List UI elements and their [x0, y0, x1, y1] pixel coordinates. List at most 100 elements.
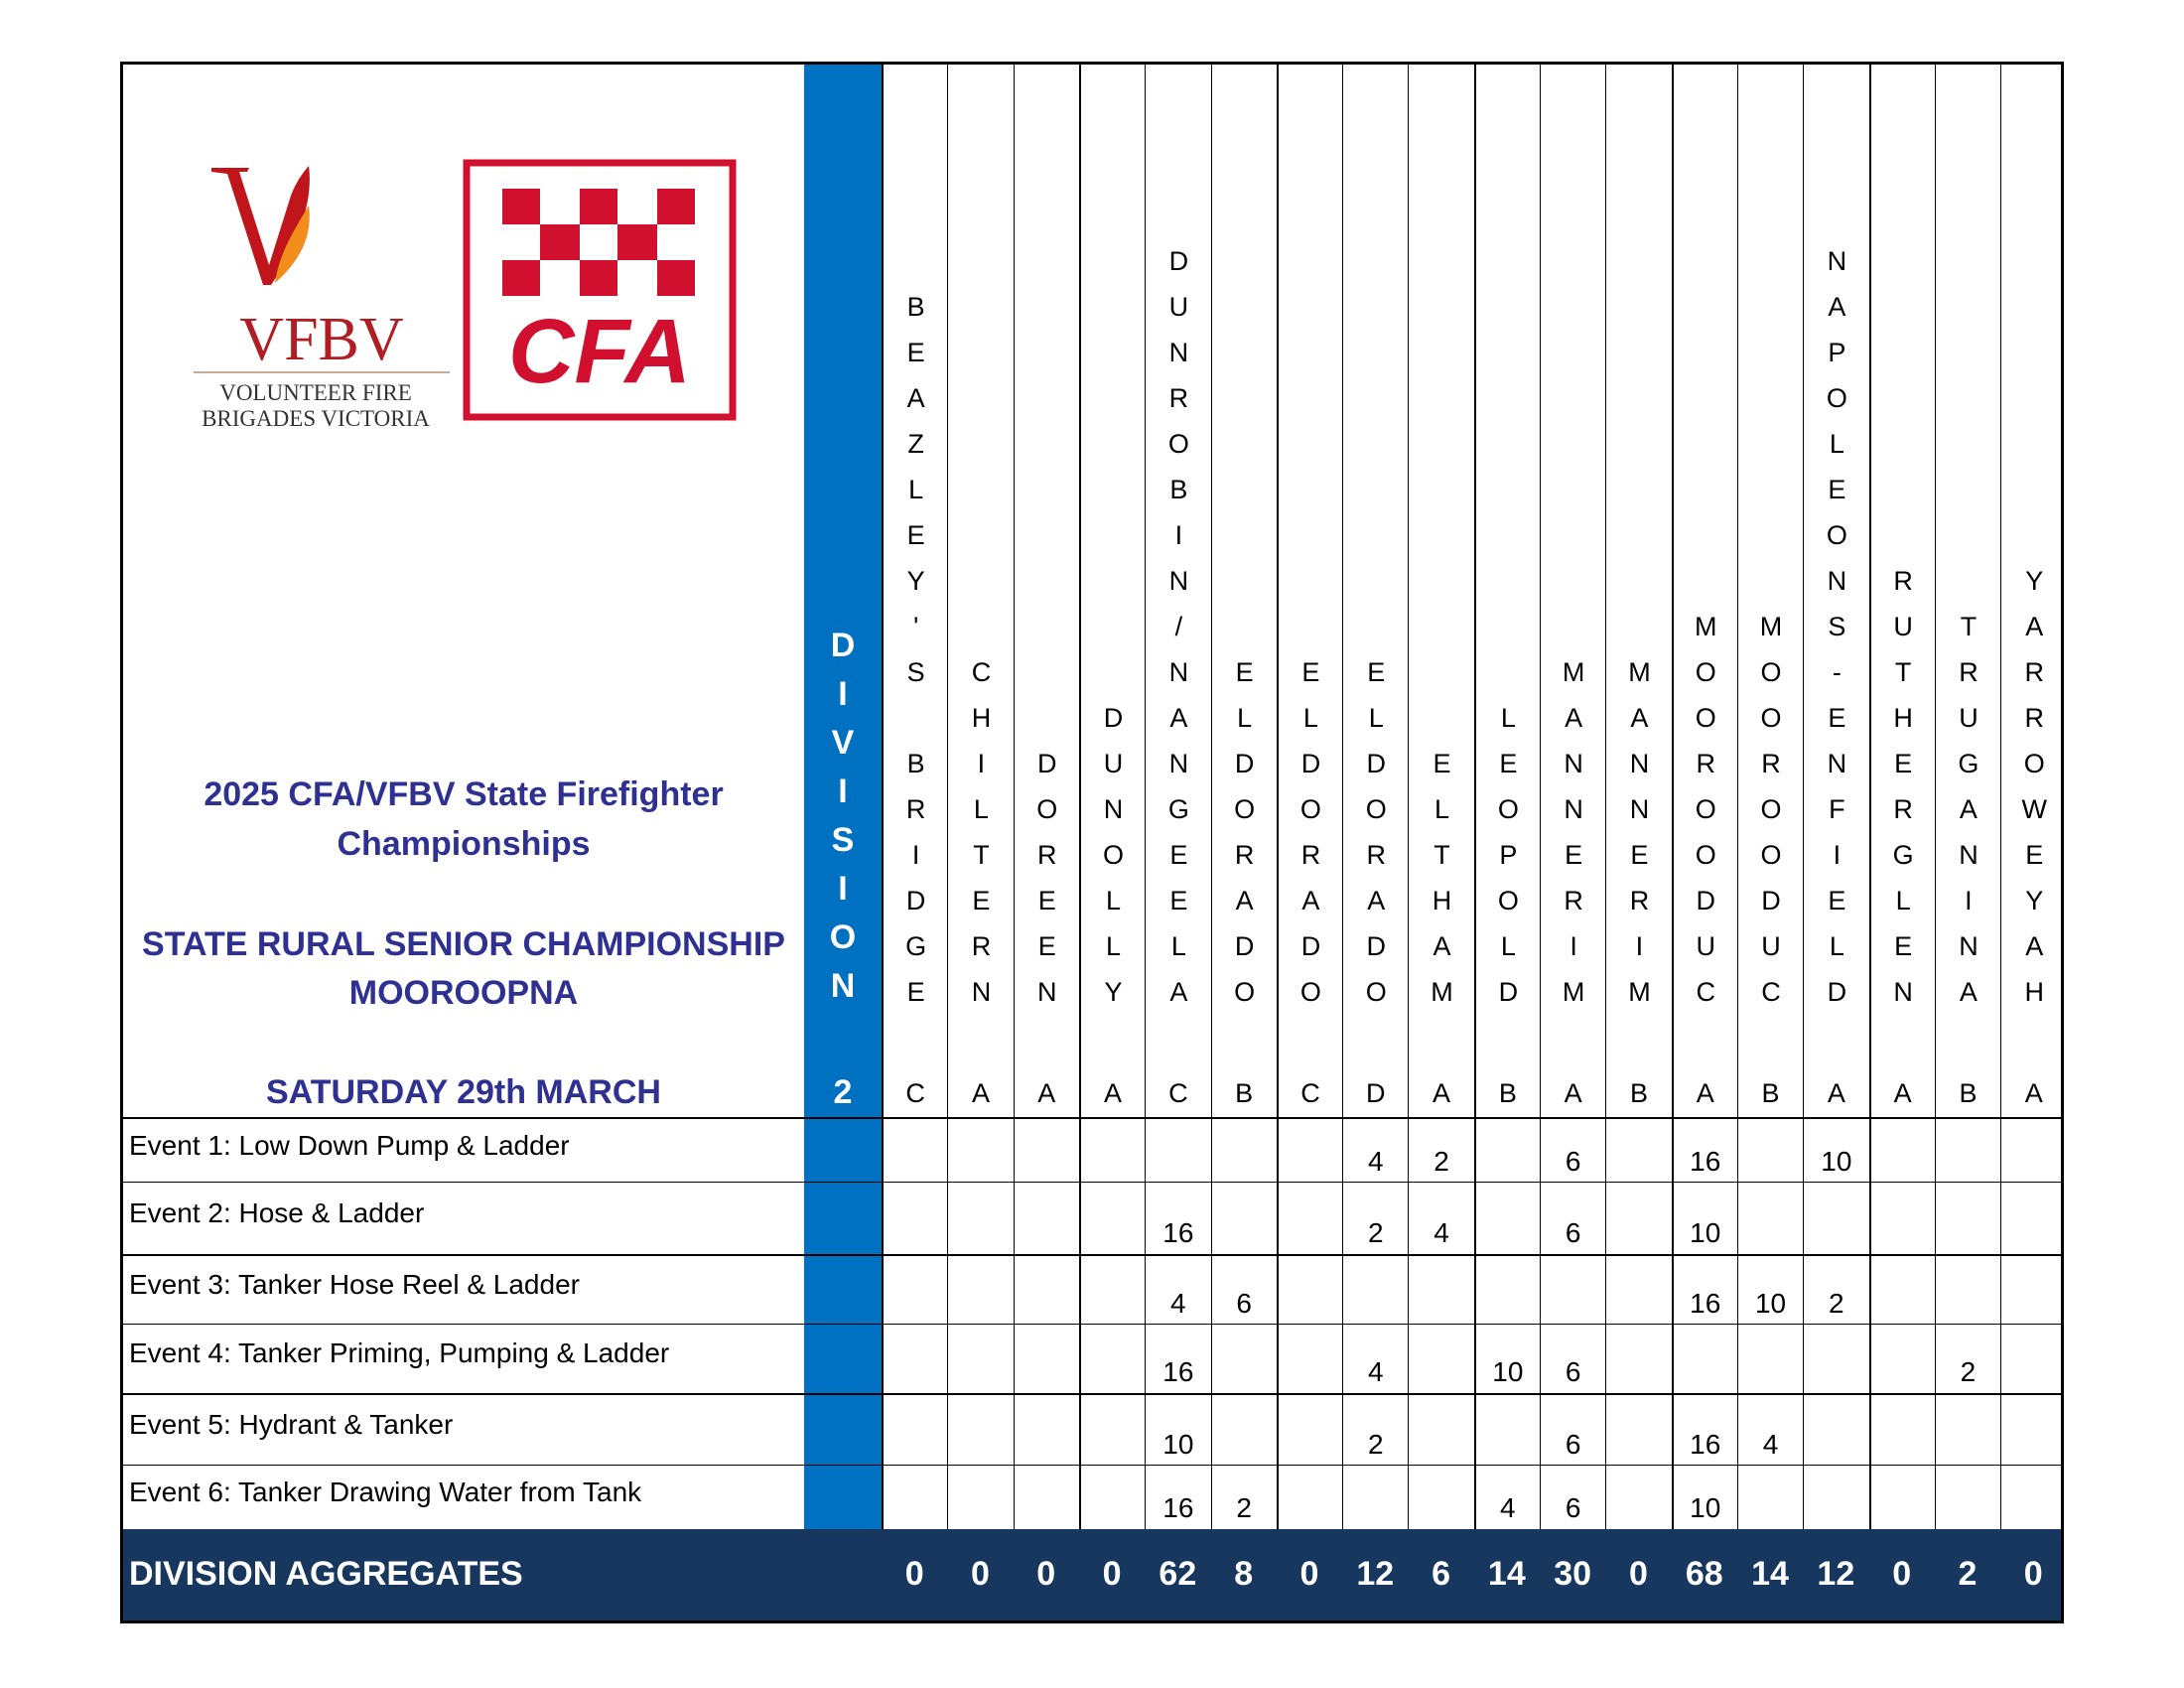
- team-class: A: [971, 1078, 990, 1108]
- score-value: 6: [1565, 1146, 1581, 1177]
- score-cell: [947, 1183, 1013, 1255]
- division-letter: O: [829, 918, 857, 956]
- team-name: ELTHAM: [1427, 749, 1457, 1023]
- score-cell: [1276, 1119, 1342, 1184]
- score-cell: [1868, 1325, 1935, 1394]
- score-cell: [947, 1466, 1013, 1530]
- score-value: 16: [1690, 1146, 1721, 1177]
- score-cell: [1605, 1395, 1671, 1467]
- score-cell: 2: [1210, 1466, 1277, 1530]
- team-class: A: [2024, 1078, 2043, 1108]
- cfa-logo: CFA: [463, 159, 737, 421]
- aggregate-value: 68: [1685, 1555, 1723, 1593]
- aggregate-value: 0: [1102, 1555, 1122, 1593]
- team-class: B: [1629, 1078, 1648, 1108]
- score-cell: 2: [1803, 1256, 1868, 1326]
- score-cell: [947, 1395, 1013, 1467]
- team-header: MOOROODUC B: [1736, 65, 1803, 1117]
- svg-text:VOLUNTEER FIRE: VOLUNTEER FIRE: [219, 380, 412, 405]
- score-value: 2: [1960, 1356, 1977, 1387]
- score-cell: [1473, 1183, 1540, 1255]
- team-class: B: [1959, 1078, 1978, 1108]
- team-name: DOREEN: [1031, 749, 1062, 1023]
- score-cell: 2: [1408, 1119, 1473, 1184]
- score-value: 16: [1162, 1492, 1194, 1523]
- team-name: MANNERIM: [1624, 657, 1655, 1023]
- score-cell: 10: [1671, 1466, 1737, 1530]
- table-row: Event 4: Tanker Priming, Pumping & Ladde…: [123, 1324, 2061, 1394]
- score-cell: [1868, 1256, 1935, 1326]
- team-header: ELDORADO D: [1342, 65, 1408, 1117]
- svg-text:VFBV: VFBV: [239, 306, 404, 373]
- score-cell: 6: [1540, 1466, 1605, 1530]
- score-value: 4: [1762, 1429, 1779, 1460]
- team-name: ELDORADO: [1296, 657, 1326, 1023]
- score-cell: [1013, 1325, 1079, 1394]
- score-cell: [1540, 1256, 1605, 1326]
- aggregate-value: 12: [1817, 1555, 1855, 1593]
- score-cell: [1276, 1183, 1342, 1255]
- score-cell: 2: [1934, 1325, 2000, 1394]
- score-cell: [1408, 1325, 1473, 1394]
- team-name: NAPOLEONS-ENFIELD: [1822, 246, 1852, 1023]
- score-cell: [1803, 1466, 1868, 1530]
- score-cell: [1473, 1395, 1540, 1467]
- team-name: DUNOLLY: [1098, 703, 1129, 1023]
- score-cell: 10: [1803, 1119, 1868, 1184]
- team-class: D: [1365, 1078, 1386, 1108]
- team-header: TRUGANINA B: [1934, 65, 2000, 1117]
- score-cell: [1013, 1256, 1079, 1326]
- score-cell: [1013, 1466, 1079, 1530]
- team-class: B: [1235, 1078, 1254, 1108]
- team-name: MOOROODUC: [1756, 612, 1787, 1023]
- score-cell: [1934, 1256, 2000, 1326]
- division-letter: I: [838, 870, 848, 908]
- team-header: ELTHAM A: [1408, 65, 1473, 1117]
- score-cell: [1605, 1183, 1671, 1255]
- svg-text:CFA: CFA: [508, 301, 691, 402]
- score-cell: 16: [1671, 1256, 1737, 1326]
- score-cell: [947, 1119, 1013, 1184]
- score-cell: [1013, 1183, 1079, 1255]
- division-letter: S: [831, 821, 855, 859]
- score-value: 2: [1433, 1146, 1449, 1177]
- score-cell: [947, 1325, 1013, 1394]
- score-cell: [1408, 1395, 1473, 1467]
- score-cell: [1342, 1256, 1408, 1326]
- team-name: ELDORADO: [1361, 657, 1392, 1023]
- team-header: YARROWEYAH A: [2000, 65, 2066, 1117]
- aggregate-value: 8: [1234, 1555, 1254, 1593]
- aggregates-row: DIVISION AGGREGATES 0 0 0 0 62 8 0 12 6 14 30 0 68 14…: [123, 1529, 2061, 1620]
- score-cell: [2000, 1119, 2066, 1184]
- score-cell: [1276, 1256, 1342, 1326]
- score-cell: [947, 1256, 1013, 1326]
- aggregate-value: 0: [970, 1555, 990, 1593]
- score-cell: [1408, 1256, 1473, 1326]
- score-cell: [1671, 1325, 1737, 1394]
- score-value: 10: [1754, 1288, 1787, 1319]
- score-cell: [1276, 1325, 1342, 1394]
- score-cell: [2000, 1395, 2066, 1467]
- score-cell: [2000, 1325, 2066, 1394]
- score-cell: [1013, 1395, 1079, 1467]
- event-date: SATURDAY 29th MARCH: [266, 1073, 661, 1111]
- score-cell: [882, 1183, 947, 1255]
- aggregate-value: 0: [1628, 1555, 1648, 1593]
- team-class: B: [1761, 1078, 1780, 1108]
- score-cell: [1473, 1256, 1540, 1326]
- team-class: C: [1168, 1078, 1188, 1108]
- score-cell: [1210, 1395, 1277, 1467]
- score-cell: [1078, 1183, 1145, 1255]
- team-header: RUTHERGLEN A: [1868, 65, 1935, 1117]
- division-letter: D: [830, 627, 856, 664]
- header-panel: VFBV VOLUNTEER FIRE BRIGADES VICTORIA CF…: [123, 65, 804, 1117]
- team-class: A: [1827, 1078, 1845, 1108]
- team-class: C: [1300, 1078, 1320, 1108]
- score-cell: [1473, 1119, 1540, 1184]
- score-value: 16: [1162, 1356, 1194, 1387]
- score-cell: 10: [1671, 1183, 1737, 1255]
- score-cell: [2000, 1256, 2066, 1326]
- score-cell: [1078, 1325, 1145, 1394]
- aggregate-value: 6: [1432, 1555, 1450, 1593]
